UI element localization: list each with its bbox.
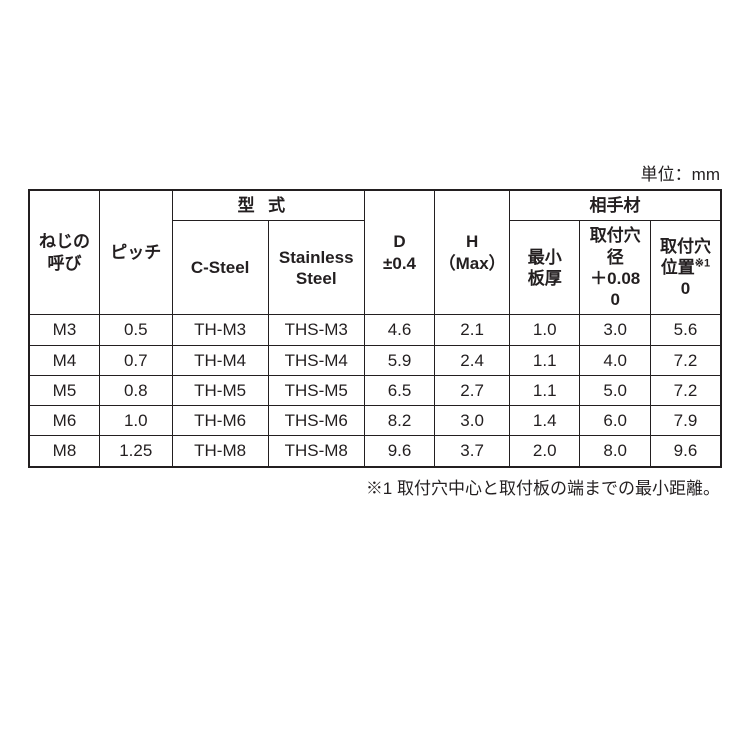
th-mate-pos-suffix: 0 — [681, 279, 690, 298]
cell-pos: 7.2 — [650, 345, 721, 375]
cell-pitch: 0.5 — [99, 315, 172, 345]
cell-D: 6.5 — [364, 375, 434, 405]
cell-pitch: 1.0 — [99, 406, 172, 436]
table-row: M50.8TH-M5THS-M56.52.71.15.07.2 — [29, 375, 721, 405]
cell-D: 5.9 — [364, 345, 434, 375]
th-name: ねじの呼び — [29, 190, 99, 315]
th-d: D±0.4 — [364, 190, 434, 315]
th-mate-pos-sup: ※1 — [695, 257, 710, 269]
cell-thick: 1.4 — [509, 406, 579, 436]
cell-hole: 4.0 — [580, 345, 650, 375]
cell-stainless: THS-M8 — [268, 436, 364, 467]
cell-csteel: TH-M5 — [172, 375, 268, 405]
table-row: M30.5TH-M3THS-M34.62.11.03.05.6 — [29, 315, 721, 345]
table-row: M61.0TH-M6THS-M68.23.01.46.07.9 — [29, 406, 721, 436]
th-model-group: 型式 — [172, 190, 364, 221]
cell-pitch: 0.7 — [99, 345, 172, 375]
cell-name: M6 — [29, 406, 99, 436]
cell-pitch: 0.8 — [99, 375, 172, 405]
unit-label: 単位：mm — [28, 160, 720, 185]
cell-name: M5 — [29, 375, 99, 405]
cell-stainless: THS-M3 — [268, 315, 364, 345]
cell-thick: 2.0 — [509, 436, 579, 467]
th-mate-hole: 取付穴径＋0.080 — [580, 221, 650, 315]
cell-D: 9.6 — [364, 436, 434, 467]
cell-H: 2.4 — [435, 345, 510, 375]
cell-H: 3.7 — [435, 436, 510, 467]
cell-name: M4 — [29, 345, 99, 375]
cell-H: 2.1 — [435, 315, 510, 345]
table-row: M40.7TH-M4THS-M45.92.41.14.07.2 — [29, 345, 721, 375]
cell-csteel: TH-M6 — [172, 406, 268, 436]
cell-thick: 1.0 — [509, 315, 579, 345]
cell-csteel: TH-M8 — [172, 436, 268, 467]
cell-name: M3 — [29, 315, 99, 345]
cell-pos: 5.6 — [650, 315, 721, 345]
cell-D: 8.2 — [364, 406, 434, 436]
cell-pos: 7.2 — [650, 375, 721, 405]
cell-H: 3.0 — [435, 406, 510, 436]
cell-hole: 6.0 — [580, 406, 650, 436]
cell-stainless: THS-M5 — [268, 375, 364, 405]
cell-thick: 1.1 — [509, 345, 579, 375]
th-stainless: StainlessSteel — [268, 221, 364, 315]
cell-H: 2.7 — [435, 375, 510, 405]
cell-hole: 3.0 — [580, 315, 650, 345]
footnote: ※1 取付穴中心と取付板の端までの最小距離。 — [28, 474, 720, 499]
spec-table: ねじの呼び ピッチ 型式 D±0.4 H（Max） 相手材 C-Steel St… — [28, 189, 722, 468]
cell-pos: 7.9 — [650, 406, 721, 436]
th-mate-group: 相手材 — [509, 190, 721, 221]
th-pitch: ピッチ — [99, 190, 172, 315]
cell-pos: 9.6 — [650, 436, 721, 467]
th-h: H（Max） — [435, 190, 510, 315]
th-mate-thick: 最小板厚 — [509, 221, 579, 315]
cell-hole: 5.0 — [580, 375, 650, 405]
table-row: M81.25TH-M8THS-M89.63.72.08.09.6 — [29, 436, 721, 467]
table-head: ねじの呼び ピッチ 型式 D±0.4 H（Max） 相手材 C-Steel St… — [29, 190, 721, 315]
cell-csteel: TH-M4 — [172, 345, 268, 375]
table-body: M30.5TH-M3THS-M34.62.11.03.05.6M40.7TH-M… — [29, 315, 721, 467]
cell-name: M8 — [29, 436, 99, 467]
cell-thick: 1.1 — [509, 375, 579, 405]
cell-stainless: THS-M4 — [268, 345, 364, 375]
cell-pitch: 1.25 — [99, 436, 172, 467]
cell-stainless: THS-M6 — [268, 406, 364, 436]
cell-D: 4.6 — [364, 315, 434, 345]
th-mate-pos: 取付穴位置※10 — [650, 221, 721, 315]
cell-csteel: TH-M3 — [172, 315, 268, 345]
page: 単位：mm ねじの呼び ピッチ 型式 D±0.4 H（Max） 相手材 C-St… — [0, 0, 750, 750]
cell-hole: 8.0 — [580, 436, 650, 467]
th-csteel: C-Steel — [172, 221, 268, 315]
